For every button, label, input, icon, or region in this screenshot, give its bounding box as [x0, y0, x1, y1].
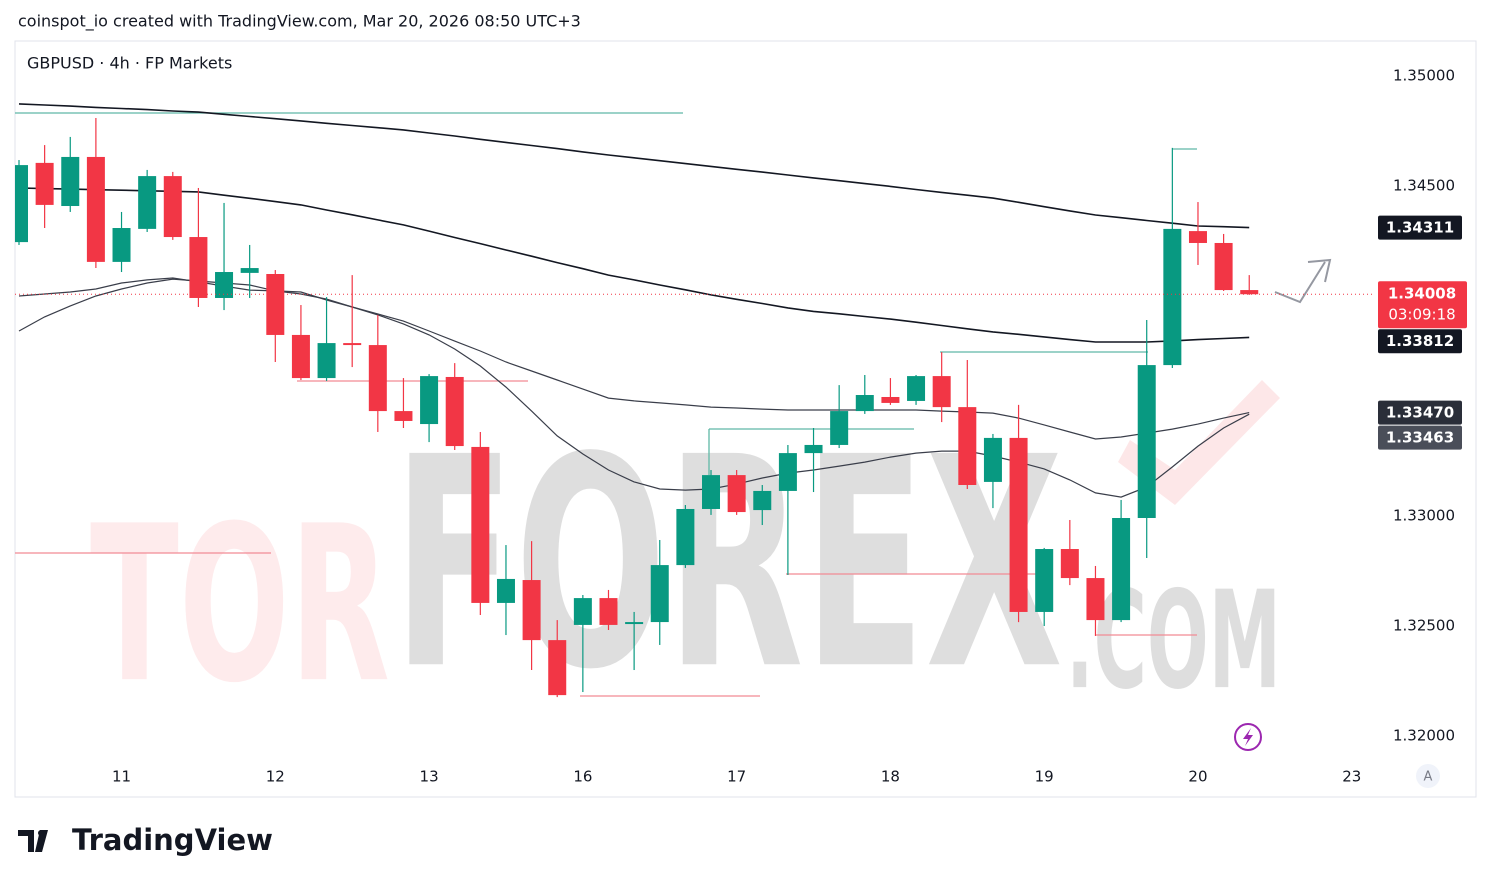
watermark-text: TOR — [90, 479, 390, 730]
candle-body — [599, 598, 618, 625]
candle-body — [1137, 365, 1156, 518]
price-tag-label: 1.33470 — [1386, 404, 1454, 422]
candle-body — [676, 508, 695, 566]
candle-body — [830, 411, 849, 445]
y-tick-label: 1.35000 — [1393, 66, 1455, 84]
candle-body — [240, 268, 259, 273]
candle-body — [1035, 549, 1054, 612]
chart-title: GBPUSD · 4h · FP Markets — [27, 54, 232, 73]
x-tick-label: 11 — [112, 768, 131, 786]
y-tick-label: 1.33000 — [1393, 507, 1455, 525]
candle-body — [163, 176, 182, 238]
candle-body — [753, 490, 772, 511]
candle-body — [445, 376, 464, 447]
candle-body — [1214, 242, 1233, 291]
candle-body — [496, 578, 515, 603]
candle-body — [548, 640, 567, 696]
candle-body — [61, 156, 80, 207]
candle-body — [625, 622, 644, 625]
candle-body — [1009, 437, 1028, 612]
footer-logo: TradingView — [18, 823, 273, 857]
price-tag — [1378, 400, 1462, 425]
candle-body — [1188, 231, 1207, 243]
candle-body — [138, 176, 157, 229]
last-price-label: 1.34008 — [1388, 285, 1456, 303]
alert-bolt[interactable] — [1243, 728, 1253, 746]
candle-body — [1060, 549, 1079, 579]
countdown-label: 03:09:18 — [1388, 306, 1455, 324]
scale-button-bg[interactable] — [1416, 764, 1440, 788]
x-tick-label: 13 — [420, 768, 439, 786]
price-tag-label: 1.33812 — [1386, 332, 1454, 350]
price-tag — [1378, 329, 1462, 354]
candle-body — [932, 376, 951, 408]
level-lines — [15, 112, 1197, 697]
candle-body — [343, 343, 362, 346]
candle-body — [702, 475, 721, 509]
candle-body — [522, 580, 541, 641]
last-price-tag — [1378, 281, 1467, 329]
candle-body — [804, 444, 823, 454]
logo-text: TradingView — [72, 823, 273, 857]
candle-body — [189, 237, 208, 298]
candle-body — [855, 395, 874, 412]
candle-body — [215, 272, 234, 298]
candle-body — [368, 345, 387, 412]
watermark: TOR FOREX .COM — [90, 380, 1281, 733]
alert-icon[interactable] — [1234, 723, 1262, 751]
candle-body — [727, 475, 746, 513]
y-tick-label: 1.32000 — [1393, 727, 1455, 745]
candle-body — [907, 376, 926, 401]
chart-frame — [14, 40, 1477, 798]
ma-line — [18, 187, 1250, 343]
candle-body — [420, 376, 439, 425]
y-tick-label: 1.34500 — [1393, 176, 1455, 194]
x-tick-label: 18 — [881, 768, 900, 786]
candle-body — [1240, 290, 1259, 295]
projection-arrow — [1274, 258, 1332, 304]
candle-body — [86, 156, 105, 262]
logo-dot — [38, 830, 44, 836]
candle-body — [15, 165, 28, 243]
watermark-check — [1118, 380, 1280, 505]
x-tick-label: 23 — [1342, 768, 1361, 786]
price-tag-label: 1.34311 — [1386, 219, 1454, 237]
plot-area — [15, 103, 1259, 698]
candle-body — [573, 598, 592, 625]
candle-body — [650, 565, 669, 623]
x-tick-label: 16 — [573, 768, 592, 786]
x-tick-label: 20 — [1188, 768, 1207, 786]
candle-body — [35, 162, 54, 205]
candle-body — [266, 273, 285, 335]
scale-button-label[interactable]: A — [1424, 770, 1433, 785]
ma-line — [18, 103, 1250, 229]
watermark-text: FOREX — [393, 396, 1063, 733]
candle-body — [471, 446, 490, 603]
candle-body — [317, 343, 336, 379]
x-tick-label: 17 — [727, 768, 746, 786]
candle-body — [1112, 517, 1131, 621]
candle-body — [778, 453, 797, 491]
x-tick-label: 12 — [266, 768, 285, 786]
candle-body — [1086, 578, 1105, 621]
candle-body — [291, 334, 310, 379]
candle-body — [1163, 228, 1182, 366]
price-tag — [1378, 215, 1462, 240]
price-tag — [1378, 425, 1462, 450]
header: coinspot_io created with TradingView.com… — [18, 12, 581, 32]
x-tick-label: 19 — [1035, 768, 1054, 786]
candle-body — [881, 396, 900, 403]
scale-button[interactable]: A — [1416, 764, 1440, 788]
y-tick-label: 1.32500 — [1393, 617, 1455, 635]
candle-body — [394, 411, 413, 421]
candle-body — [958, 407, 977, 485]
price-tag-label: 1.33463 — [1386, 429, 1454, 447]
candle-body — [983, 437, 1002, 482]
candle-body — [112, 228, 131, 262]
